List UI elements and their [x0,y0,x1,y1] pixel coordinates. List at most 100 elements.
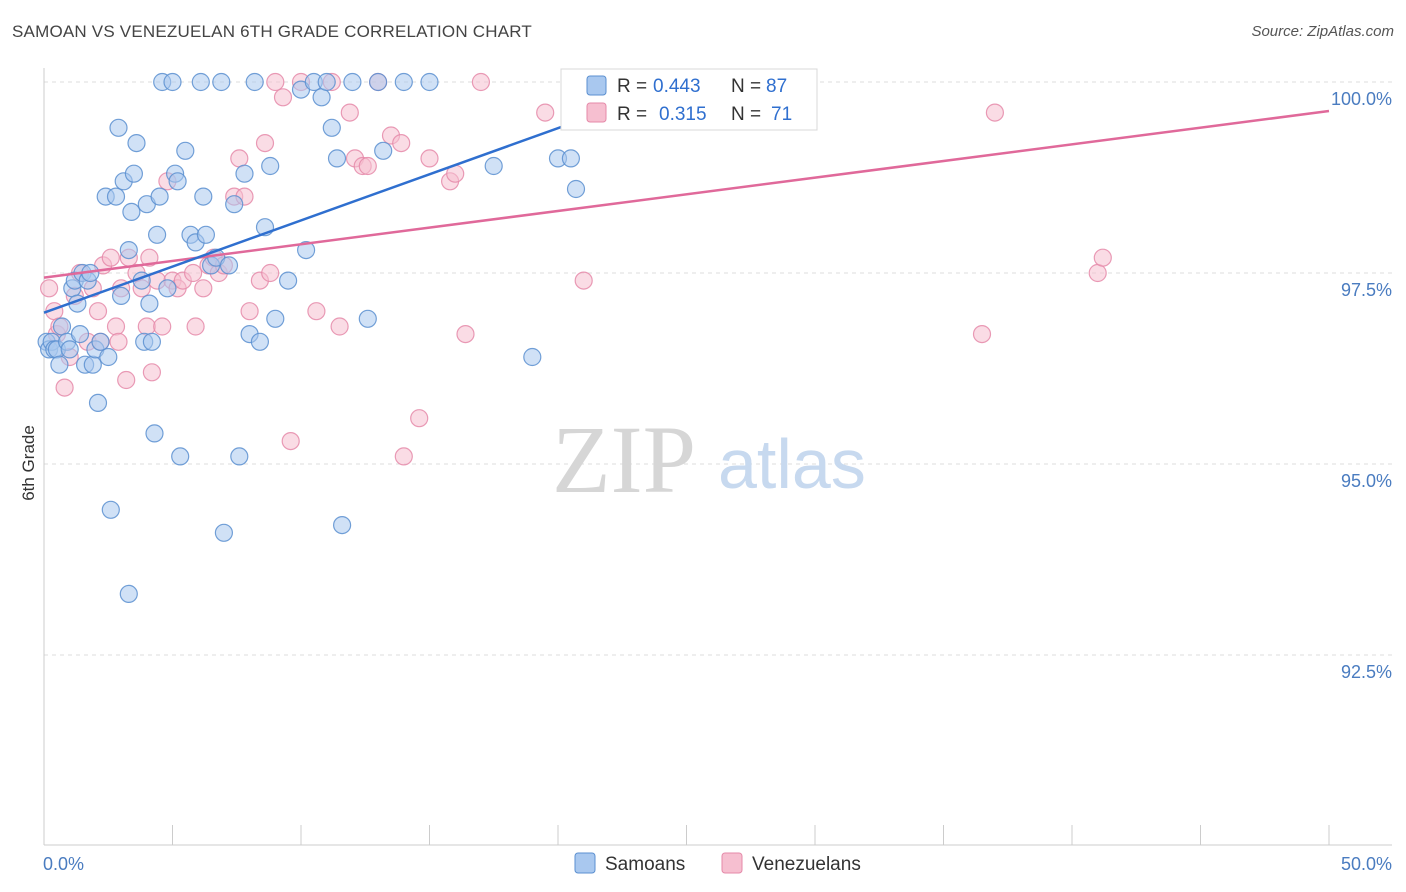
samoan-point [266,309,285,328]
samoan-point [60,340,79,359]
samoan-point [327,149,347,168]
venezuelan-point [230,149,249,168]
x-tick-label-min: 0.0% [43,854,84,874]
samoan-point [230,447,249,466]
x-tick-label-max: 50.0% [1341,854,1392,874]
samoan-point [176,141,195,160]
venezuelans-trendline [43,109,1330,279]
venezuelan-point [307,302,326,321]
samoan-point [245,72,264,92]
samoan-point [212,72,231,92]
samoan-point [566,179,586,199]
y-tick-label: 92.5% [1341,662,1392,682]
venezuelan-point [186,317,205,336]
venezuelan-point [972,325,992,344]
samoan-point [561,149,581,168]
samoan-point [369,72,388,92]
venezuelan-point [266,72,285,92]
samoan-point [83,355,102,374]
venezuelan-point [1093,248,1112,267]
venezuelan-point [101,248,120,267]
samoan-point [219,256,239,275]
samoan-point [163,72,182,92]
venezuelan-point [985,103,1005,122]
venezuelan-point [420,149,439,168]
venezuelan-point [184,263,203,283]
samoans-points [37,72,586,604]
venezuelan-point [153,317,172,336]
watermark-atlas: atlas [718,425,866,503]
y-tick-labels: 92.5% 95.0% 97.5% 100.0% [1331,89,1392,682]
samoan-point [235,164,254,183]
venezuelan-point [330,317,349,336]
samoan-point [158,279,177,298]
samoan-point [333,515,352,535]
samoan-point [122,202,141,221]
samoan-point [111,286,131,305]
samoan-point [50,355,69,374]
legend-n-value-samoans: 87 [766,76,787,97]
samoan-point [106,187,126,206]
legend-swatch-samoans [586,75,607,96]
samoan-point [142,332,161,351]
samoan-point [317,72,336,92]
venezuelan-point [456,325,475,344]
y-axis-label: 6th Grade [19,425,38,501]
venezuelan-point [106,317,126,336]
samoan-point [145,424,164,443]
samoan-point [91,332,110,351]
samoan-point [261,156,280,176]
venezuelan-point [1088,263,1107,283]
samoan-point [119,584,138,604]
venezuelan-point [194,279,213,298]
samoan-point [109,118,128,137]
axes [43,68,1392,846]
venezuelan-point [574,271,593,290]
venezuelan-point [471,72,490,92]
samoan-point [523,347,542,367]
venezuelan-point [392,134,411,153]
legend-r-value-samoans: 0.443 [653,76,701,97]
venezuelan-point [255,134,275,153]
watermark-zip: ZIP [552,406,696,513]
samoan-point [148,225,167,244]
venezuelan-point [261,263,280,283]
venezuelan-point [137,317,156,336]
samoan-point [119,241,138,260]
samoan-point [322,118,341,137]
chart-title: SAMOAN VS VENEZUELAN 6TH GRADE CORRELATI… [12,22,533,41]
samoan-point [191,72,210,92]
venezuelan-point [140,248,159,267]
samoan-point [150,187,169,206]
samoan-point [127,134,146,153]
chart-source: Source: ZipAtlas.com [1251,23,1394,40]
venezuelan-point [109,332,128,351]
samoan-point [124,164,143,183]
samoan-point [343,72,362,92]
bottom-legend-label-venezuelans: Venezuelans [752,854,861,875]
venezuelan-point [55,378,74,397]
samoan-point [70,325,90,344]
y-tick-label: 100.0% [1331,89,1392,109]
legend: R = 0.443 N = 87 R = 0.315 N = 71 [560,68,818,131]
legend-n-value-venezuelans: 71 [771,104,792,125]
samoan-point [194,187,213,206]
samoan-point [374,141,393,160]
legend-r-value-venezuelans: 0.315 [659,104,707,125]
venezuelan-point [281,432,300,451]
venezuelan-point [273,88,293,107]
samoan-point [140,294,159,313]
legend-swatch-venezuelans [586,102,607,123]
samoan-point [52,317,72,336]
venezuelan-point [394,447,413,466]
samoan-point [312,88,331,107]
samoan-point [88,393,108,412]
venezuelan-point [536,103,555,122]
venezuelan-point [142,363,161,382]
samoan-point [484,156,503,176]
samoan-point [420,72,439,92]
legend-n-label-venezuelans: N = [731,104,761,125]
y-tick-label: 97.5% [1341,280,1392,300]
bottom-legend: Samoans Venezuelans [574,852,861,875]
venezuelan-point [358,156,377,176]
